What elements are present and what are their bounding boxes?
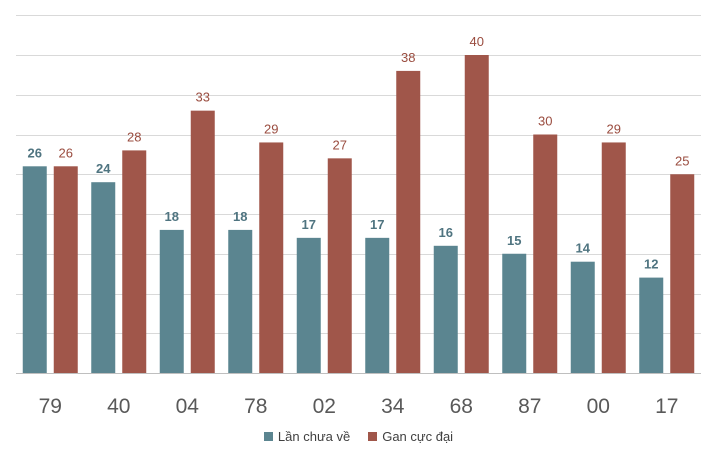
data-label-series-1-17: 12 [644,257,658,272]
data-label-series-2-79: 26 [59,145,73,160]
legend: Lần chưa về Gan cực đại [0,429,717,444]
data-label-series-2-68: 40 [470,34,484,49]
data-labels: 26 26 24 28 18 33 18 29 17 27 17 38 16 40 15 30 14 29 12 25 [28,34,690,272]
data-label-series-1-79: 26 [28,145,42,160]
x-tick-label-34: 34 [381,395,405,418]
legend-item-series-1: Lần chưa về [263,429,351,444]
legend-swatch-series-1 [263,432,273,441]
bar-series-2-68 [464,55,489,373]
data-label-series-2-87: 30 [538,114,552,129]
x-tick-label-79: 79 [39,395,62,418]
data-label-series-2-78: 29 [264,121,278,136]
bar-series-2-79 [53,166,78,373]
data-label-series-1-04: 18 [165,209,179,224]
legend-label-series-2: Gan cực đại [382,429,454,444]
bar-series-2-34 [396,70,421,374]
bar-series-2-78 [259,142,284,373]
x-tick-label-00: 00 [587,395,610,418]
data-label-series-1-87: 15 [507,233,521,248]
x-tick-label-40: 40 [107,395,130,418]
bar-series-2-02 [327,158,352,373]
x-tick-label-17: 17 [655,395,678,418]
data-label-series-1-68: 16 [439,225,453,240]
bar-series-1-04 [159,229,184,373]
data-label-series-1-78: 18 [233,209,247,224]
bar-series-2-04 [190,110,215,374]
data-label-series-1-00: 14 [576,241,591,256]
data-label-series-1-40: 24 [96,161,111,176]
data-label-series-1-02: 17 [302,217,316,232]
data-label-series-2-04: 33 [196,90,210,105]
bar-series-1-02 [296,237,321,373]
bar-series-1-17 [639,277,664,373]
legend-item-series-2: Gan cực đại [368,429,453,444]
bar-series-1-78 [228,229,253,373]
bar-series-1-68 [433,245,458,373]
legend-label-series-1: Lần chưa về [277,429,351,444]
bar-series-2-17 [670,174,695,373]
bar-series-1-00 [570,261,595,373]
bar-series-1-40 [91,182,116,373]
legend-swatch-series-2 [368,432,378,441]
data-label-series-2-00: 29 [607,121,621,136]
x-axis-ticks: 79 40 04 78 02 34 68 87 00 17 [39,395,679,418]
data-label-series-2-40: 28 [127,129,141,144]
bars [22,55,695,374]
x-tick-label-04: 04 [176,395,200,418]
bar-series-1-79 [22,166,47,373]
bar-series-2-40 [122,150,147,373]
chart-plot: 26 26 24 28 18 33 18 29 17 27 17 38 16 40 15 30 14 29 12 25… [16,15,701,418]
bar-series-2-00 [601,142,626,373]
data-label-series-2-02: 27 [333,137,347,152]
x-tick-label-02: 02 [313,395,336,418]
gridlines [16,15,701,374]
data-label-series-2-17: 25 [675,153,689,168]
bar-series-1-87 [502,253,527,373]
x-tick-label-78: 78 [244,395,267,418]
data-label-series-2-34: 38 [401,50,415,65]
x-tick-label-68: 68 [450,395,473,418]
x-tick-label-87: 87 [518,395,541,418]
data-label-series-1-34: 17 [370,217,384,232]
bar-series-1-34 [365,237,390,373]
bar-series-2-87 [533,134,558,373]
